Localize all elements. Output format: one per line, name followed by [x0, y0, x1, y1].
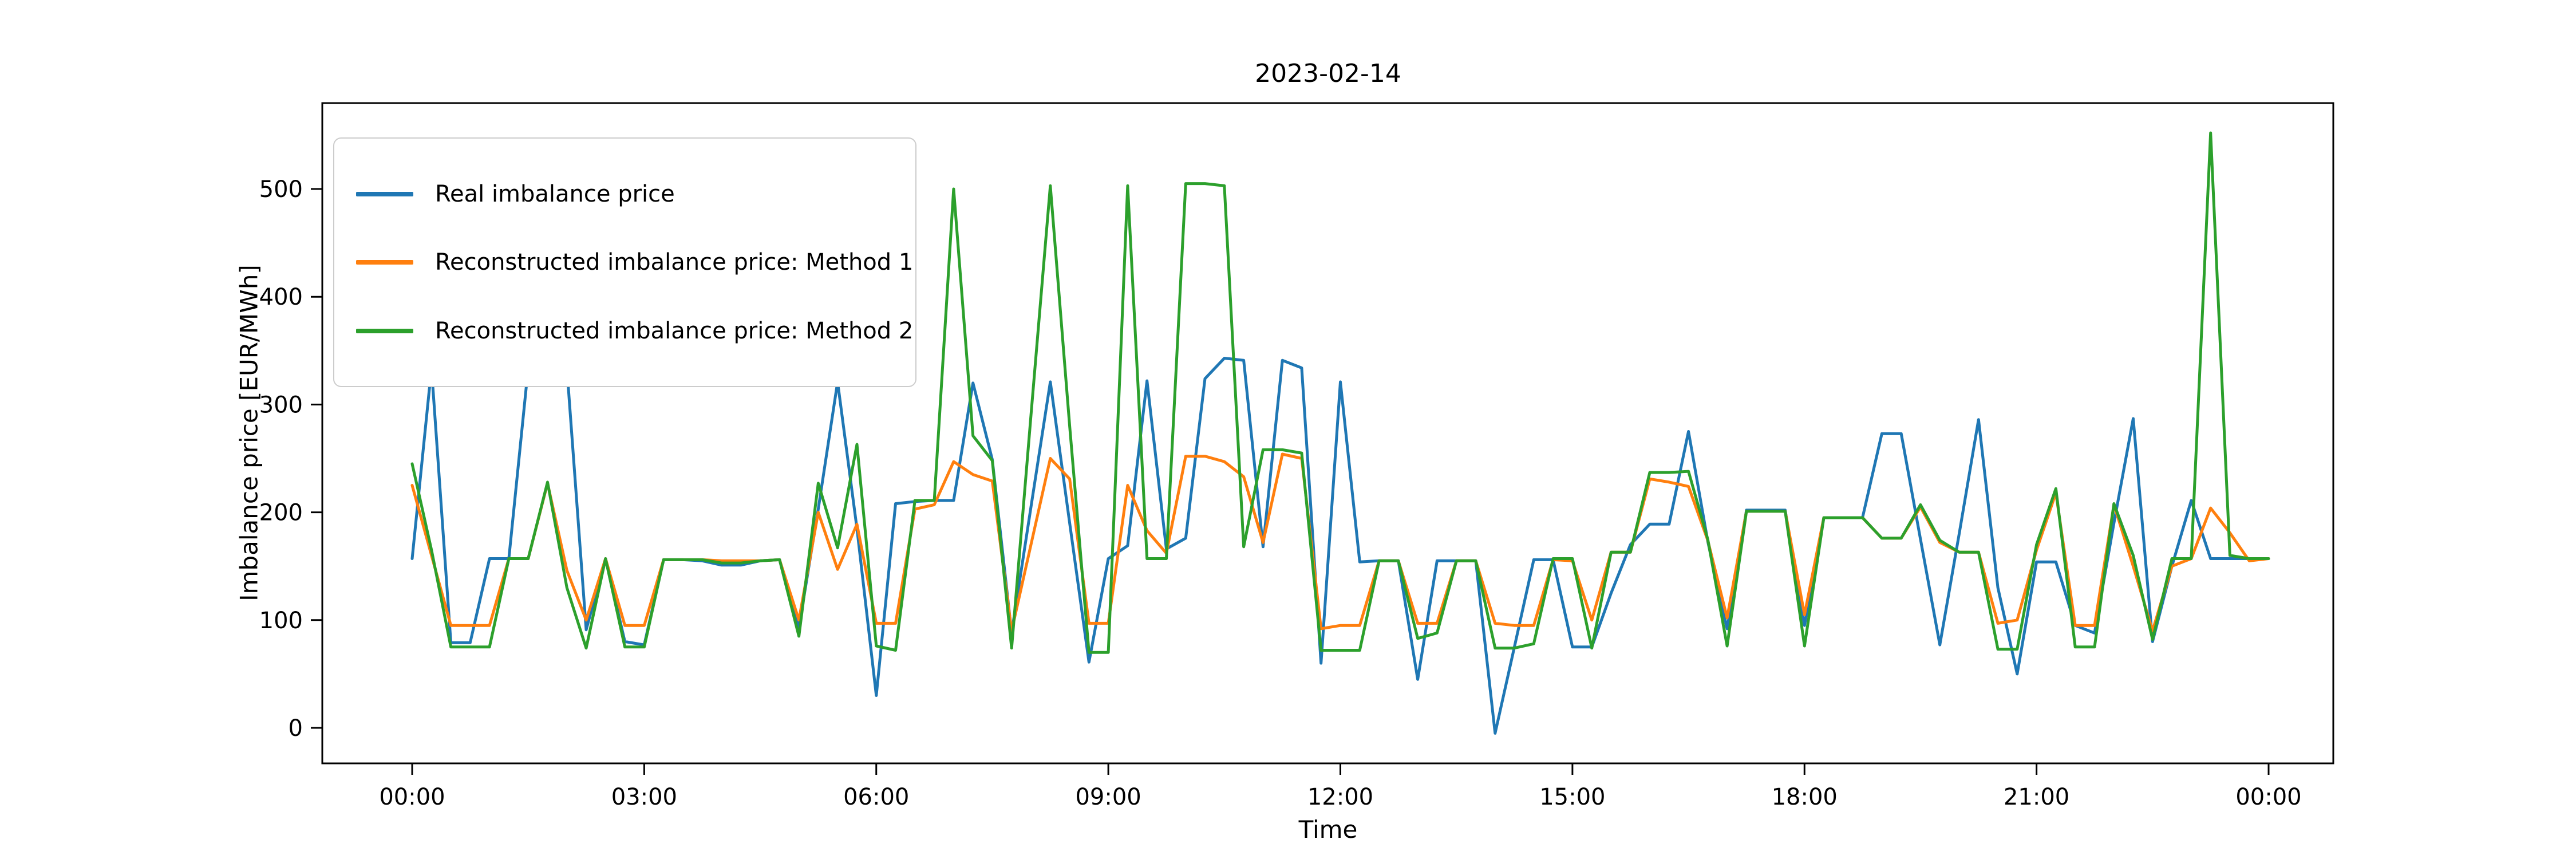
legend-item-real-price: Real imbalance price	[356, 181, 915, 207]
x-tick-label: 00:00	[379, 784, 445, 810]
legend-item-method-2: Reconstructed imbalance price: Method 2	[356, 318, 915, 344]
legend-line-blue-icon	[356, 191, 413, 196]
series-line-0	[410, 357, 2270, 735]
y-tick-label: 300	[259, 392, 303, 418]
y-tick-label: 400	[259, 284, 303, 310]
legend-item-method-1: Reconstructed imbalance price: Method 1	[356, 249, 915, 275]
y-tick-label: 500	[259, 176, 303, 203]
legend: Real imbalance price Reconstructed imbal…	[333, 137, 916, 387]
legend-label: Reconstructed imbalance price: Method 2	[435, 317, 914, 344]
plot-area	[321, 102, 2334, 765]
legend-label: Reconstructed imbalance price: Method 1	[435, 249, 914, 275]
x-tick-label: 03:00	[611, 784, 677, 810]
y-tick-label: 100	[259, 608, 303, 634]
x-tick-label: 21:00	[2004, 784, 2069, 810]
x-tick-label: 00:00	[2235, 784, 2301, 810]
x-tick-label: 12:00	[1307, 784, 1373, 810]
legend-line-orange-icon	[356, 260, 413, 265]
legend-label: Real imbalance price	[435, 180, 675, 207]
x-axis-label: Time	[1298, 815, 1358, 844]
series-line-2	[410, 131, 2270, 654]
x-tick-label: 06:00	[843, 784, 909, 810]
y-tick-label: 0	[289, 715, 303, 742]
y-axis-label: Imbalance price [EUR/MWh]	[235, 265, 263, 601]
x-tick-label: 18:00	[1772, 784, 1838, 810]
chart-title: 2023-02-14	[1255, 59, 1401, 88]
x-tick-label: 15:00	[1539, 784, 1605, 810]
legend-line-green-icon	[356, 328, 413, 333]
x-tick-label: 09:00	[1075, 784, 1141, 810]
y-tick-label: 200	[259, 500, 303, 526]
